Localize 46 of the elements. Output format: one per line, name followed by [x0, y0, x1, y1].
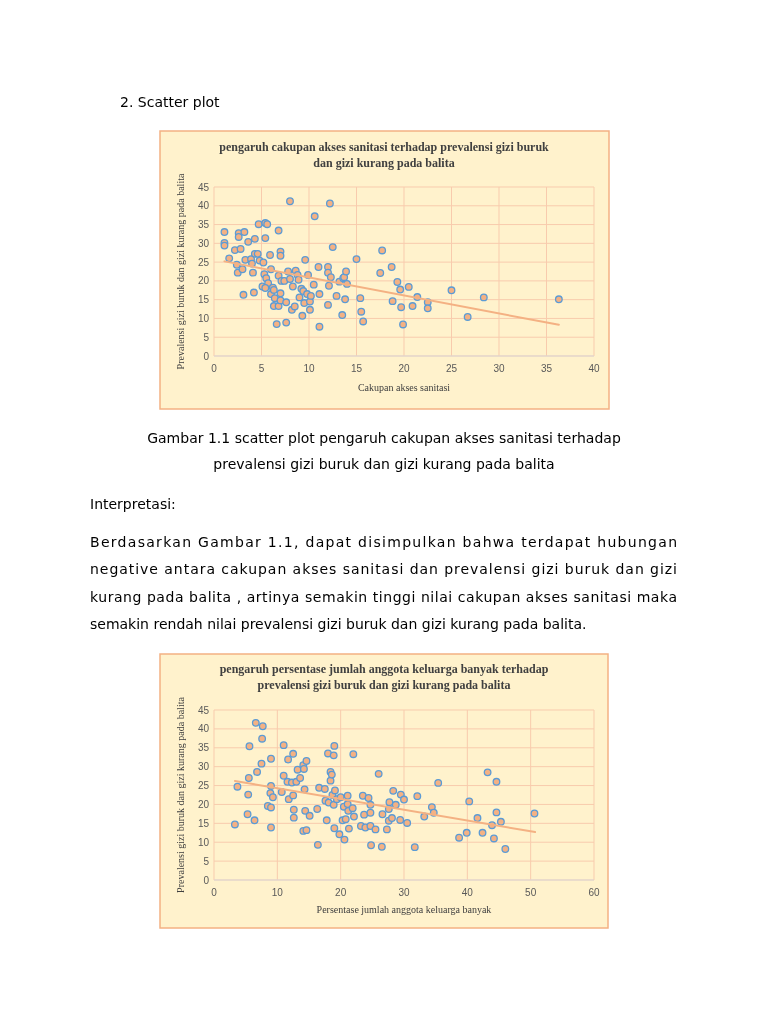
x-tick-label: 20: [335, 887, 347, 898]
y-tick-label: 0: [203, 350, 210, 362]
y-tick-label: 30: [197, 237, 210, 249]
y-axis-title: Prevalensi gizi buruk dan gizi kurang pada balita: [175, 173, 186, 370]
x-tick-label: 25: [445, 363, 458, 374]
text: 2. Scatter plot: [120, 94, 221, 110]
y-tick-label: 25: [197, 780, 210, 792]
y-tick-label: 20: [197, 798, 210, 810]
x-tick-label: 10: [271, 887, 284, 898]
x-tick-label: 10: [303, 363, 315, 374]
x-tick-label: 50: [525, 887, 537, 898]
x-tick-label: 35: [540, 363, 553, 374]
text: Interpretasi:: [90, 496, 176, 512]
y-tick-label: 5: [203, 855, 210, 867]
y-axis-title: Prevalensi gizi buruk dan gizi kurang pada balita: [175, 696, 186, 893]
y-tick-label: 20: [197, 275, 210, 287]
chart-title: pengaruh cakupan akses sanitasi terhadap prevalensi gizi buruk dan gizi kurang pada balita: [219, 140, 550, 170]
y-tick-label: 10: [197, 312, 210, 324]
y-tick-label: 45: [197, 181, 210, 193]
x-tick-label: 20: [398, 363, 410, 374]
x-tick-label: 5: [258, 363, 265, 374]
y-tick-label: 5: [203, 331, 210, 343]
x-axis-title: Cakupan akses sanitasi: [357, 382, 451, 393]
y-tick-label: 0: [203, 874, 210, 886]
y-tick-label: 35: [197, 219, 210, 231]
x-tick-label: 40: [588, 363, 600, 374]
text: Gambar 1.1 scatter plot pengaruh cakupan akses sanitasi terhadap prevalensi gizi buruk dan gizi kurang pada balita: [147, 430, 621, 472]
y-tick-label: 30: [197, 761, 210, 773]
text: Berdasarkan Gambar 1.1, dapat disimpulkan bahwa terdapat hubungan negative antara cakupan akses sanitasi dan prevalensi gizi buruk dan gizi kurang pada balita , artinya semakin tinggi nilai cakupan akses sanitasi maka semakin rendah nilai prevalensi gizi buruk dan gizi kurang pada balita.: [90, 534, 677, 632]
y-tick-label: 25: [197, 256, 210, 268]
x-tick-label: 60: [588, 887, 600, 898]
y-tick-label: 40: [197, 200, 210, 212]
y-tick-label: 10: [197, 836, 210, 848]
x-axis-title: Persentase jumlah anggota keluarga banyak: [316, 904, 492, 915]
x-tick-label: 30: [493, 363, 505, 374]
y-tick-label: 35: [197, 742, 210, 754]
y-tick-label: 15: [197, 817, 210, 829]
x-tick-label: 40: [461, 887, 474, 898]
chart-title: pengaruh persentase jumlah anggota keluarga banyak terhadap prevalensi gizi buruk dan gizi kurang pada balita: [219, 662, 549, 692]
y-tick-label: 40: [197, 723, 210, 735]
y-tick-label: 45: [197, 704, 210, 716]
x-tick-label: 0: [211, 887, 218, 898]
x-tick-label: 0: [211, 363, 218, 374]
x-tick-label: 30: [398, 887, 410, 898]
x-tick-label: 15: [350, 363, 363, 374]
y-tick-label: 15: [197, 294, 210, 306]
